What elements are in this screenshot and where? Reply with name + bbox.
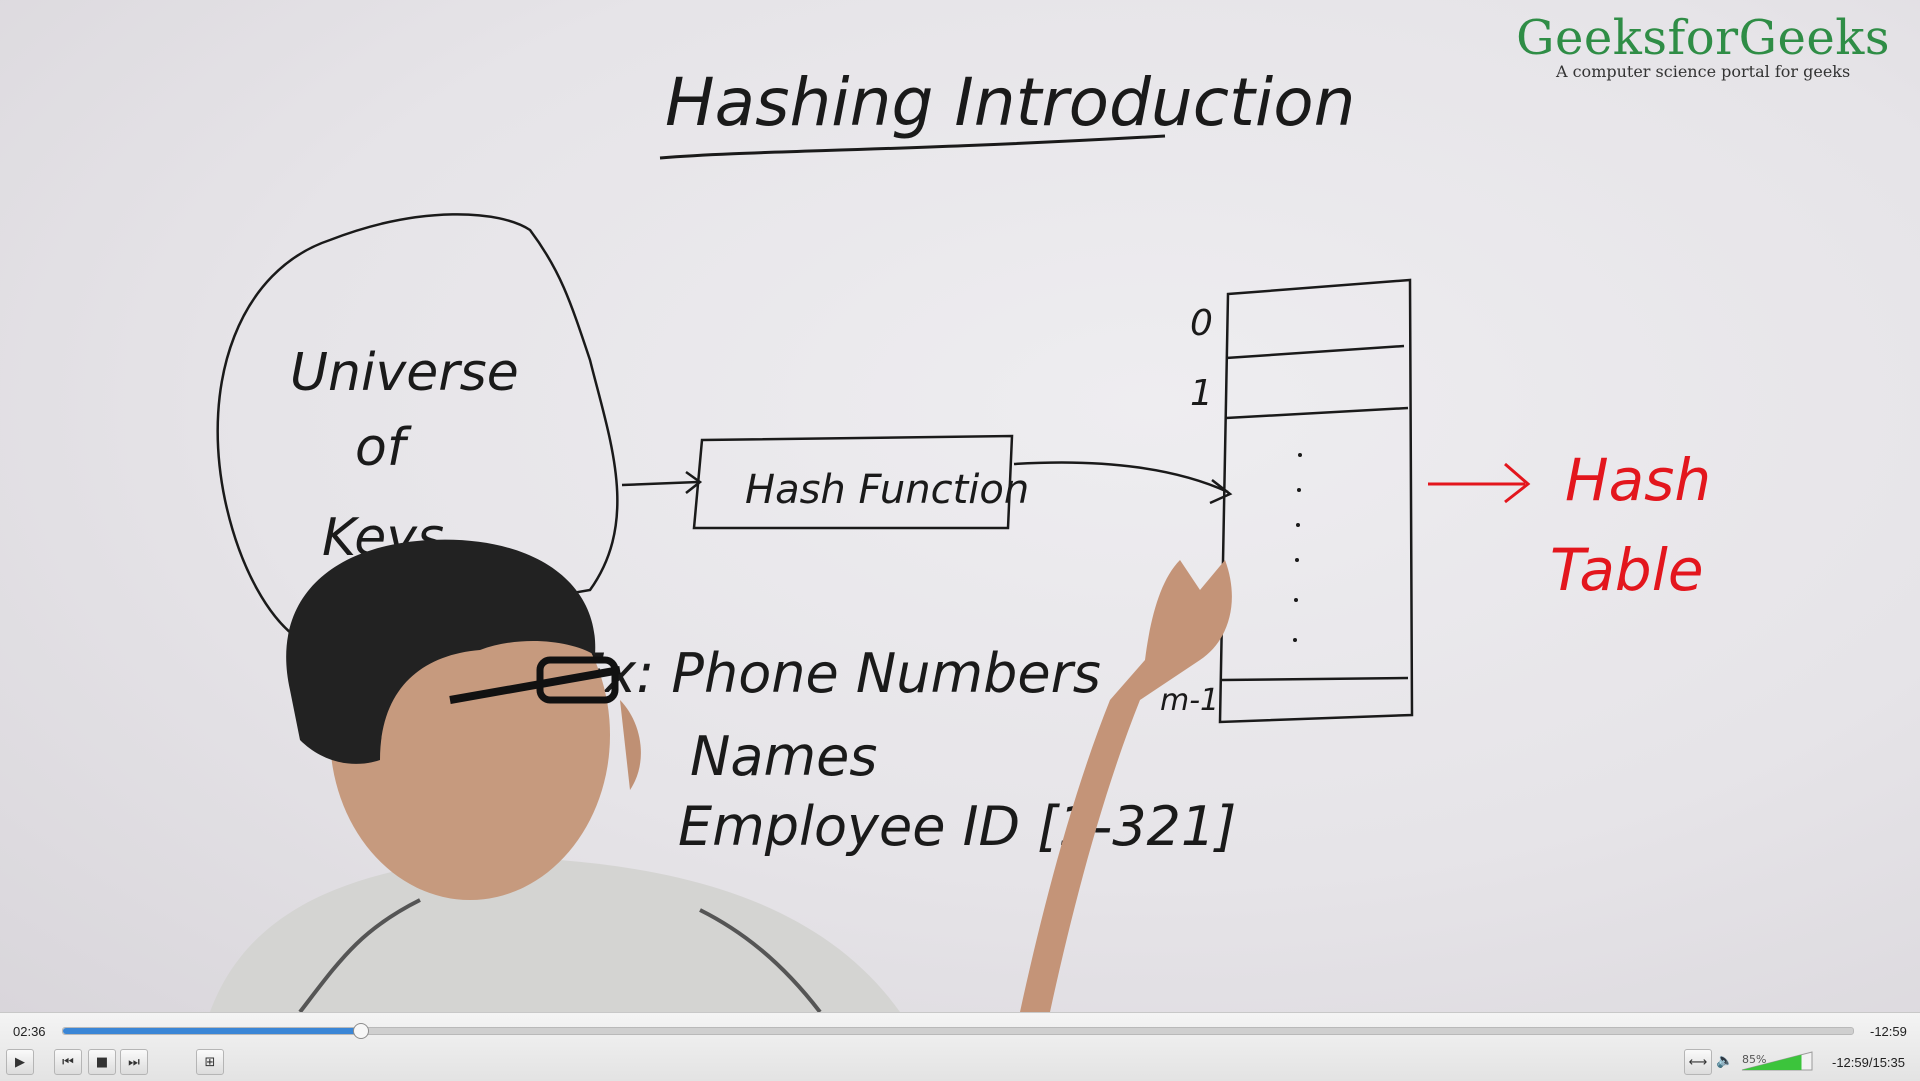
video-frame[interactable]: Hashing Introduction Universe of Keys Ha… — [0, 0, 1920, 1012]
volume-slider[interactable] — [1740, 1051, 1814, 1071]
hash-function-label: Hash Function — [745, 467, 1029, 513]
whiteboard: Hashing Introduction Universe of Keys Ha… — [210, 64, 1711, 1012]
play-icon: ▶ — [15, 1054, 25, 1070]
hash-table-label-line-1: Hash — [1565, 446, 1711, 514]
geeksforgeeks-watermark: GeeksforGeeks A computer science portal … — [1516, 10, 1890, 81]
table-dots — [1293, 453, 1302, 642]
time-status: -12:59/15:35 — [1832, 1055, 1906, 1070]
title-underline — [659, 134, 1166, 160]
play-button[interactable]: ▶ — [6, 1049, 34, 1075]
stop-icon: ■ — [95, 1054, 109, 1070]
example-line-3: Employee ID [1-321] — [678, 795, 1236, 858]
hash-function-box — [692, 434, 1014, 530]
stop-button[interactable]: ■ — [88, 1049, 116, 1075]
seek-progress — [63, 1028, 361, 1034]
board-title: Hashing Introduction — [665, 64, 1355, 141]
presenter — [210, 539, 1232, 1012]
playlist-icon: ⊞ — [204, 1054, 216, 1070]
table-index-1: 1 — [1190, 373, 1213, 414]
previous-button[interactable]: ⏮ — [54, 1049, 82, 1075]
aspect-ratio-icon: ⟷ — [1688, 1054, 1708, 1070]
table-index-last: m-1 — [1160, 683, 1219, 718]
elapsed-time: 02:36 — [13, 1024, 46, 1039]
watermark-tagline: A computer science portal for geeks — [1555, 62, 1851, 81]
universe-line-2: of — [355, 418, 412, 478]
seek-handle[interactable] — [353, 1023, 370, 1039]
watermark-brand: GeeksforGeeks — [1516, 10, 1890, 66]
aspect-ratio-button[interactable]: ⟷ — [1684, 1049, 1712, 1075]
example-line-1: Ex: Phone Numbers — [570, 642, 1101, 705]
skip-next-icon: ⏭ — [128, 1054, 140, 1070]
volume-percent: 85% — [1742, 1053, 1767, 1066]
skip-previous-icon: ⏮ — [62, 1054, 74, 1070]
player-controls: 02:36 -12:59 ▶ ⏮ ■ ⏭ ⊞ ⟷ 🔈 85% -12:59/15… — [0, 1012, 1920, 1081]
speaker-icon[interactable]: 🔈 — [1716, 1053, 1734, 1069]
universe-line-1: Universe — [290, 343, 519, 403]
next-button[interactable]: ⏭ — [120, 1049, 148, 1075]
playlist-button[interactable]: ⊞ — [196, 1049, 224, 1075]
arrow-hash-to-table — [1013, 461, 1229, 494]
example-line-2: Names — [690, 725, 877, 788]
arrow-keys-to-hash — [621, 480, 699, 487]
universe-blob — [216, 213, 619, 642]
remaining-time: -12:59 — [1870, 1024, 1907, 1039]
seek-bar[interactable] — [62, 1023, 1854, 1039]
table-index-0: 0 — [1190, 303, 1213, 344]
hash-table-label-line-2: Table — [1550, 536, 1704, 604]
